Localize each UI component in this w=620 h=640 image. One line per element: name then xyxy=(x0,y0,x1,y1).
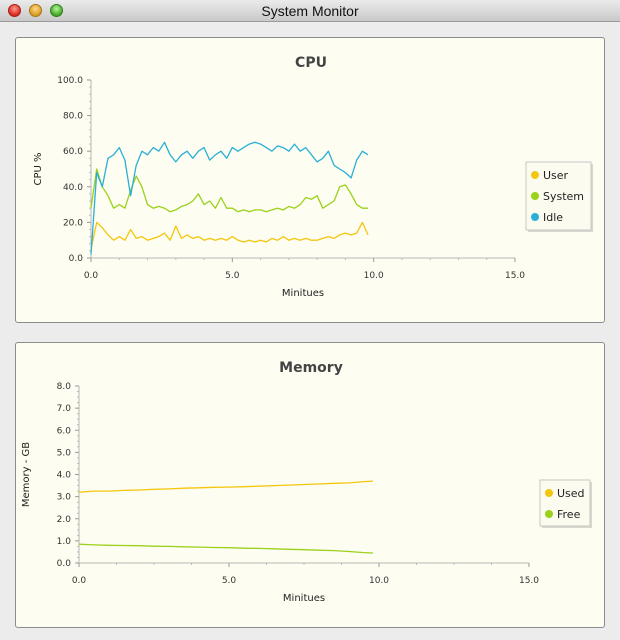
cpu-series-idle-line xyxy=(90,141,369,255)
cpu-chart-panel: CPU 0.0 20.0 40.0 60.0 80.0 100.0 0.0 5.0 10.0 15.… xyxy=(15,37,605,323)
cpu-series-user-line xyxy=(90,221,369,250)
memory-x-tick-label: 10.0 xyxy=(369,576,389,586)
memory-y-tick-label: 8.0 xyxy=(57,382,72,392)
memory-y-tick-label: 3.0 xyxy=(57,493,72,503)
memory-y-tick-label: 0.0 xyxy=(57,559,72,569)
cpu-y-tick-label: 40.0 xyxy=(63,183,83,193)
cpu-legend-idle-label: Idle xyxy=(543,211,563,224)
memory-y-tick-label: 5.0 xyxy=(57,448,72,458)
memory-legend-used-marker xyxy=(545,489,553,497)
cpu-legend-user-label: User xyxy=(543,169,569,182)
memory-chart-title: Memory xyxy=(279,360,343,376)
cpu-y-tick-label: 80.0 xyxy=(63,112,83,122)
memory-y-axis-label: Memory - GB xyxy=(21,442,32,507)
cpu-legend-user-marker xyxy=(531,171,539,179)
memory-chart: Memory 0.0 1.0 2.0 3.0 4.0 5.0 6.0 7.0 8.0 0.0 5.0 1… xyxy=(21,360,592,604)
cpu-x-axis-label: Minitues xyxy=(282,288,324,299)
memory-legend-free-label: Free xyxy=(557,508,581,521)
cpu-x-tick-label: 15.0 xyxy=(505,271,525,281)
memory-x-tick-label: 15.0 xyxy=(519,576,539,586)
memory-y-tick-label: 1.0 xyxy=(57,537,72,547)
cpu-x-tick-label: 10.0 xyxy=(364,271,384,281)
minimize-window-button[interactable] xyxy=(29,4,42,17)
zoom-window-button[interactable] xyxy=(50,4,63,17)
cpu-chart-title: CPU xyxy=(295,55,327,71)
memory-series-used-line xyxy=(78,480,374,493)
cpu-legend-system-label: System xyxy=(543,190,584,203)
memory-y-tick-label: 7.0 xyxy=(57,404,72,414)
cpu-legend-idle-marker xyxy=(531,213,539,221)
memory-x-axis-label: Minitues xyxy=(283,593,325,604)
cpu-series-system-line xyxy=(90,168,368,213)
window-titlebar: System Monitor xyxy=(0,0,620,22)
close-window-button[interactable] xyxy=(8,4,21,17)
cpu-y-tick-label: 0.0 xyxy=(69,254,84,264)
memory-legend-free-marker xyxy=(545,510,553,518)
cpu-y-axis-label: CPU % xyxy=(33,152,44,185)
cpu-y-tick-label: 20.0 xyxy=(63,218,83,228)
cpu-chart: CPU 0.0 20.0 40.0 60.0 80.0 100.0 0.0 5.0 10.0 15.… xyxy=(33,55,593,299)
cpu-y-tick-label: 60.0 xyxy=(63,147,83,157)
cpu-legend-system-marker xyxy=(531,192,539,200)
memory-series-free-line xyxy=(78,543,374,554)
memory-y-tick-label: 4.0 xyxy=(57,471,72,481)
cpu-x-tick-label: 5.0 xyxy=(225,271,240,281)
memory-chart-panel: Memory 0.0 1.0 2.0 3.0 4.0 5.0 6.0 7.0 8.0 0.0 5.0 1… xyxy=(15,342,605,628)
memory-y-tick-label: 6.0 xyxy=(57,426,72,436)
memory-legend xyxy=(539,479,591,527)
memory-legend-used-label: Used xyxy=(557,487,585,500)
memory-y-tick-label: 2.0 xyxy=(57,515,72,525)
memory-x-tick-label: 0.0 xyxy=(72,576,87,586)
cpu-x-tick-label: 0.0 xyxy=(84,271,99,281)
cpu-y-tick-label: 100.0 xyxy=(57,76,83,86)
memory-x-tick-label: 5.0 xyxy=(222,576,237,586)
window-title: System Monitor xyxy=(261,3,359,19)
